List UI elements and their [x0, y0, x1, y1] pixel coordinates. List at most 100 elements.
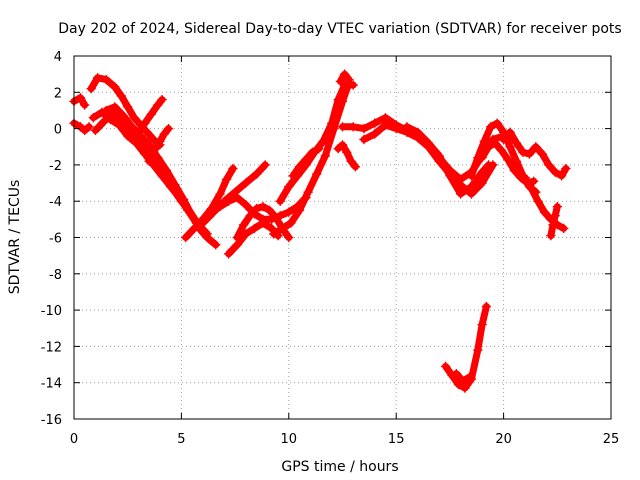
data-point-marker	[511, 156, 522, 167]
series-arc-25	[520, 172, 569, 234]
data-point-marker	[215, 201, 225, 212]
x-tick-label: 20	[495, 432, 512, 447]
data-point-marker	[346, 156, 356, 167]
data-point-marker	[339, 80, 350, 90]
data-point-marker	[473, 345, 483, 355]
series-arc-16	[288, 143, 324, 181]
data-point-marker	[266, 214, 277, 225]
data-point-marker	[455, 189, 466, 199]
series-arc-28	[451, 368, 474, 386]
data-point-marker	[140, 118, 150, 128]
data-point-marker	[116, 118, 127, 128]
x-tick-label: 5	[177, 432, 185, 447]
data-point-marker	[223, 196, 234, 206]
data-point-marker	[342, 147, 352, 157]
data-point-marker	[350, 161, 361, 172]
data-point-marker	[284, 207, 294, 217]
data-point-marker	[79, 100, 90, 110]
data-point-marker	[153, 152, 163, 163]
data-point-marker	[380, 120, 391, 130]
data-point-marker	[548, 220, 558, 230]
data-point-marker	[348, 122, 358, 132]
data-point-marker	[150, 160, 161, 170]
y-tick-label: -12	[41, 340, 62, 355]
data-point-marker	[301, 154, 311, 165]
data-point-marker	[348, 80, 358, 90]
data-point-marker	[294, 205, 305, 216]
data-point-marker	[539, 207, 550, 217]
data-point-marker	[187, 210, 197, 221]
data-point-marker	[284, 232, 294, 243]
y-tick-label: -2	[49, 159, 62, 174]
data-point-marker	[129, 112, 139, 123]
data-point-marker	[503, 154, 513, 165]
data-point-marker	[277, 223, 288, 234]
data-point-marker	[159, 129, 169, 139]
data-point-marker	[241, 178, 251, 188]
y-tick-label: 4	[54, 50, 62, 65]
data-point-marker	[550, 167, 560, 177]
data-point-marker	[249, 209, 260, 219]
data-point-marker	[275, 196, 285, 206]
data-point-marker	[260, 160, 270, 170]
data-point-marker	[561, 163, 571, 174]
data-point-marker	[79, 125, 90, 136]
data-point-marker	[208, 207, 219, 217]
data-point-marker	[153, 100, 163, 110]
data-point-marker	[550, 210, 560, 221]
data-point-marker	[369, 118, 380, 128]
data-point-marker	[92, 73, 103, 83]
data-point-marker	[146, 109, 157, 119]
data-point-marker	[505, 127, 515, 137]
data-point-marker	[223, 249, 234, 259]
data-point-marker	[311, 169, 322, 179]
data-point-marker	[531, 142, 541, 152]
data-point-marker	[258, 201, 268, 212]
y-tick-label: -4	[49, 195, 62, 210]
data-point-marker	[110, 102, 120, 112]
data-point-marker	[339, 69, 350, 79]
y-tick-label: 2	[54, 86, 62, 101]
data-point-marker	[498, 134, 509, 145]
data-point-marker	[485, 122, 496, 132]
data-point-marker	[142, 127, 152, 137]
data-point-marker	[90, 125, 101, 136]
data-point-marker	[518, 147, 528, 157]
series-arc-1	[69, 92, 90, 110]
series-trace	[442, 303, 490, 392]
data-point-marker	[479, 136, 490, 147]
x-tick-label: 15	[388, 432, 405, 447]
x-tick-label: 10	[281, 432, 298, 447]
data-point-marker	[458, 376, 468, 386]
data-point-marker	[466, 171, 477, 181]
data-point-marker	[327, 118, 337, 128]
data-point-marker	[198, 218, 208, 228]
data-point-marker	[86, 83, 96, 94]
series-arc-26	[546, 201, 563, 241]
data-point-marker	[496, 145, 507, 156]
data-point-marker	[556, 171, 567, 181]
data-point-marker	[155, 136, 165, 147]
data-point-marker	[483, 160, 494, 170]
data-point-marker	[524, 149, 535, 159]
series-arc-2	[69, 118, 94, 136]
data-point-marker	[75, 92, 86, 103]
data-point-marker	[490, 138, 500, 148]
data-point-marker	[232, 232, 242, 243]
y-axis-label: SDTVAR / TECUs	[7, 180, 23, 295]
data-point-marker	[88, 112, 99, 123]
data-point-marker	[133, 127, 144, 137]
series-arc-27	[440, 301, 492, 393]
data-point-marker	[460, 383, 470, 393]
data-point-marker	[178, 194, 189, 205]
data-point-marker	[318, 136, 328, 147]
data-point-marker	[180, 232, 191, 243]
data-point-marker	[144, 156, 154, 167]
data-point-marker	[477, 178, 487, 188]
y-tick-label: -8	[49, 268, 62, 283]
data-point-marker	[258, 214, 268, 225]
data-point-marker	[466, 181, 477, 192]
data-point-marker	[543, 160, 554, 170]
data-point-marker	[211, 240, 221, 250]
data-point-marker	[453, 379, 464, 390]
